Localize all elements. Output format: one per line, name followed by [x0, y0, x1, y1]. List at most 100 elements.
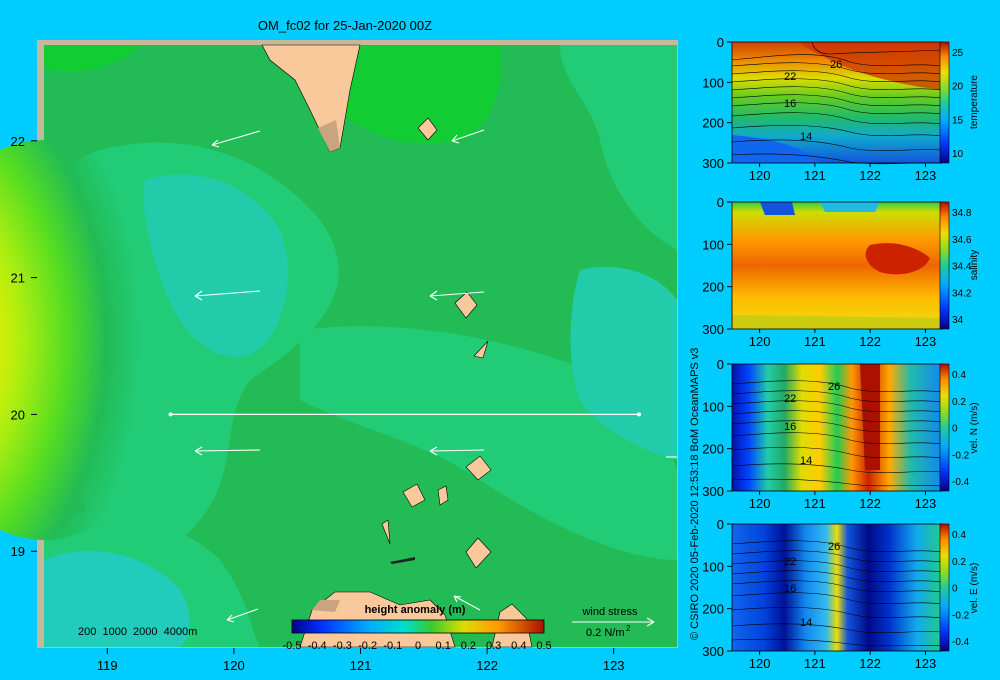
depth-tick-label: 200 — [702, 442, 724, 457]
wind-arrows — [194, 129, 677, 623]
colorbar-title: height anomaly (m) — [365, 604, 466, 616]
panel-colorbar-tick-label: 0 — [952, 584, 958, 595]
map-lon-tick-labels: 119 120 121 122 123 — [97, 648, 625, 673]
wind-arrow — [429, 446, 485, 456]
depth-tick-label: 100 — [702, 399, 724, 414]
section-lon-tick-label: 121 — [804, 168, 826, 183]
map-title: OM_fc02 for 25-Jan-2020 00Z — [258, 18, 432, 33]
contour-label: 26 — [828, 381, 840, 393]
map-lon-tick-label: 119 — [97, 658, 118, 673]
panel-colorbar-tick-label: 34.6 — [952, 235, 972, 246]
section-field — [732, 364, 942, 491]
colorbar-tick-label: -0.4 — [308, 640, 327, 652]
colorbar-tick-label: 0.2 — [461, 640, 476, 652]
panel-colorbar-tick-label: 0 — [952, 424, 958, 435]
panel-colorbar-tick-label: -0.4 — [952, 637, 970, 648]
colorbar-tick-label: 0 — [415, 640, 421, 652]
panel-colorbar-tick-label: 34.2 — [952, 288, 972, 299]
wind-arrow — [226, 608, 259, 623]
section-lon-tick-label: 120 — [749, 656, 771, 671]
section-lon-tick-label: 121 — [804, 496, 826, 511]
colorbar-tick-label: -0.2 — [358, 640, 377, 652]
depth-tick-label: 200 — [702, 602, 724, 617]
section-lon-tick-label: 122 — [859, 334, 881, 349]
map-plot — [0, 44, 677, 648]
panel-colorbar-tick-label: 34.8 — [952, 208, 972, 219]
colorbar-tick-label: -0.5 — [283, 640, 302, 652]
land-island — [454, 291, 478, 319]
anomaly-contour-negative — [570, 266, 677, 460]
wind-scale-value: 0.2 N/m — [586, 627, 625, 639]
colorbar-tick-label: 0.4 — [511, 640, 526, 652]
anomaly-contour-positive — [0, 140, 184, 540]
panel-colorbar-tick-label: 0.4 — [952, 530, 966, 541]
colorbar-tick-label: 0.3 — [486, 640, 501, 652]
depth-tick-label: 100 — [702, 237, 724, 252]
wind-arrow — [429, 290, 485, 301]
contour-label: 22 — [784, 71, 796, 83]
section-lon-tick-label: 123 — [915, 656, 937, 671]
panel-colorbar — [939, 41, 950, 164]
depth-tick-label: 0 — [717, 35, 724, 50]
wind-arrow — [451, 129, 485, 144]
anomaly-contour-negative — [44, 551, 190, 647]
section-lon-tick-label: 123 — [915, 334, 937, 349]
section-field-patch — [732, 315, 942, 329]
depth-tick-label: 100 — [702, 559, 724, 574]
colorbar-ramp — [291, 619, 545, 634]
depth-tick-label: 0 — [717, 517, 724, 532]
depth-tick-label: 200 — [702, 280, 724, 295]
panel-colorbar — [939, 363, 950, 492]
panel-colorbar-tick-label: -0.4 — [952, 477, 970, 488]
contour-label: 14 — [800, 617, 812, 629]
section-lon-tick-label: 123 — [915, 168, 937, 183]
map-lon-tick-label: 121 — [350, 658, 372, 673]
section-panel-vel-e: 26 22 16 14 vel. E (m/s) — [731, 523, 980, 652]
section-panel-vel-n: 26 22 16 14 vel. N (m/s) — [731, 363, 980, 492]
panel-colorbar-tick-label: -0.2 — [952, 610, 970, 621]
section-field-patch — [820, 202, 880, 212]
map-lon-tick-label: 120 — [223, 658, 245, 673]
contour-label: 22 — [784, 393, 796, 405]
wind-arrow — [211, 130, 261, 148]
wind-scale: wind stress 0.2 N/m 2 — [572, 606, 655, 639]
colorbar-tick-label: 0.1 — [436, 640, 451, 652]
section-field-patch — [800, 42, 942, 90]
panel-colorbar-label: temperature — [969, 75, 980, 129]
colorbar-tick-label: 0.5 — [536, 640, 551, 652]
panel-colorbar-tick-label: 25 — [952, 48, 964, 59]
section-lon-tick-label: 122 — [859, 496, 881, 511]
panel-colorbar-tick-label: 0.2 — [952, 397, 966, 408]
anomaly-contour-light — [560, 45, 677, 250]
land-island — [465, 537, 492, 569]
land-island — [402, 483, 426, 508]
colorbar-tick-labels: -0.5 -0.4 -0.3 -0.2 -0.1 0 0.1 0.2 0.3 0.4 0.5 — [283, 640, 552, 652]
section-contours — [731, 380, 943, 487]
depth-tick-label: 300 — [702, 156, 724, 171]
wind-scale-arrow — [572, 617, 655, 627]
map-lon-tick-label: 122 — [476, 658, 498, 673]
section-lon-tick-label: 122 — [859, 656, 881, 671]
depth-tick-label: 300 — [702, 484, 724, 499]
section-field-patch — [865, 243, 930, 275]
map-lat-tick-label: 20 — [11, 407, 25, 422]
height-colorbar: height anomaly (m) -0.5 -0.4 -0.3 -0.2 -0.1 0… — [283, 604, 552, 652]
land-island — [381, 519, 391, 545]
contour-label: 16 — [784, 98, 796, 110]
land-shadow — [312, 600, 340, 612]
land-island — [465, 455, 492, 481]
land-island — [473, 340, 489, 359]
section-lon-tick-label: 120 — [749, 168, 771, 183]
depth-tick-label: 300 — [702, 322, 724, 337]
map-lon-tick-label: 123 — [603, 658, 625, 673]
depth-tick-label: 0 — [717, 357, 724, 372]
contour-label: 14 — [800, 131, 812, 143]
contour-label: 14 — [800, 455, 812, 467]
section-lon-tick-label: 121 — [804, 334, 826, 349]
depth-tick-label: 300 — [702, 644, 724, 659]
panel-colorbar-tick-label: 15 — [952, 115, 964, 126]
section-lon-tick-label: 121 — [804, 656, 826, 671]
panel-colorbar-tick-label: 34 — [952, 315, 964, 326]
